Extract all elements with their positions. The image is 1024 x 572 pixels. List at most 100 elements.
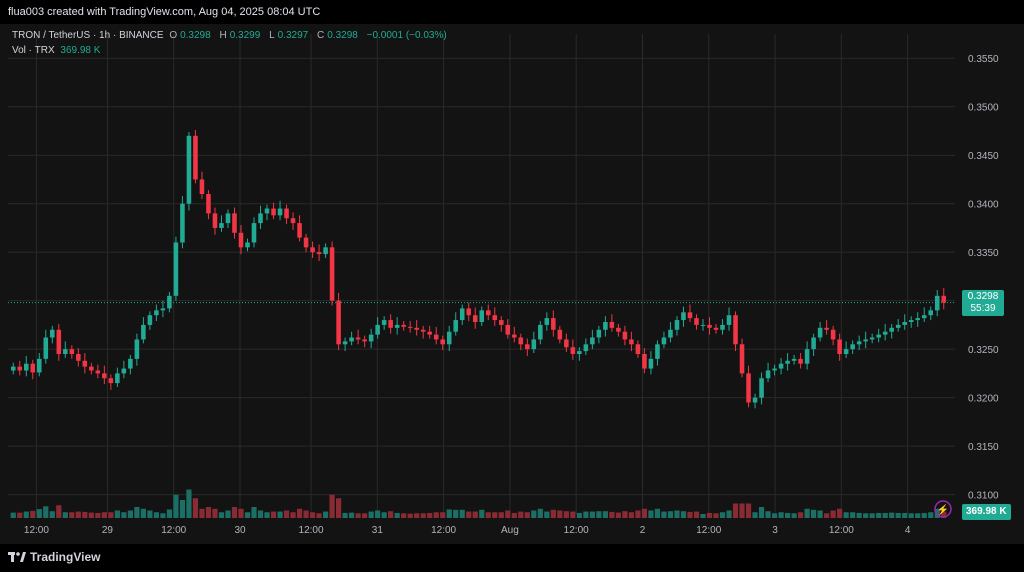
candle-body: [453, 320, 459, 332]
candle-body: [368, 334, 374, 342]
volume-line: Vol · TRX 369.98 K: [12, 43, 450, 58]
volume-label[interactable]: Vol · TRX: [12, 45, 55, 56]
volume-bar: [375, 510, 381, 518]
candle-body: [577, 351, 582, 354]
volume-bar: [472, 511, 478, 518]
volume-bar: [446, 509, 452, 518]
candle-body: [850, 344, 855, 350]
candle-body: [323, 247, 328, 255]
volume-bar: [921, 512, 927, 518]
volume-bar: [693, 511, 700, 518]
volume-bar: [518, 511, 524, 518]
candle-body: [661, 337, 667, 345]
candle-body: [160, 308, 166, 311]
volume-bar: [791, 513, 797, 518]
y-tick-label: 0.3150: [968, 442, 999, 453]
volume-bar: [602, 511, 608, 518]
candle-body: [69, 349, 75, 354]
high-label: H: [219, 30, 227, 41]
volume-bar: [531, 510, 537, 518]
volume-bar: [479, 509, 485, 518]
volume-bar: [622, 511, 628, 518]
candle-body: [277, 208, 283, 216]
volume-bar: [147, 510, 153, 518]
volume-bar: [596, 511, 602, 518]
volume-bar: [889, 512, 895, 518]
x-tick-label: 12:00: [564, 525, 589, 536]
candle-body: [349, 337, 354, 342]
candle-body: [785, 360, 790, 364]
candle-body: [310, 247, 315, 253]
candle-body: [518, 337, 524, 345]
volume-bar: [225, 510, 231, 518]
volume-bar: [908, 513, 914, 518]
candle-body: [863, 339, 868, 342]
candle-body: [37, 358, 42, 373]
volume-bar: [583, 511, 589, 518]
candle-body: [941, 295, 947, 303]
candle-body: [381, 320, 387, 325]
tradingview-logo[interactable]: TradingView: [8, 550, 100, 564]
volume-bar: [797, 512, 804, 518]
ohlc-line: TRON / TetherUS · 1h · BINANCE O 0.3298 H…: [12, 28, 450, 43]
x-tick-label: 12:00: [431, 525, 456, 536]
volume-bar: [440, 512, 446, 518]
volume-bar: [550, 509, 556, 518]
volume-bar: [771, 513, 778, 518]
candle-body: [889, 327, 894, 332]
volume-bar: [498, 512, 504, 518]
candle-body: [739, 344, 745, 374]
volume-bar: [153, 512, 160, 518]
candle-body: [245, 242, 250, 248]
candle-body: [908, 320, 914, 322]
volume-bar: [466, 511, 472, 518]
y-tick-label: 0.3550: [968, 54, 999, 65]
volume-bar: [134, 507, 140, 518]
volume-bar: [388, 511, 394, 518]
x-tick-label: 12:00: [829, 525, 854, 536]
volume-bar: [934, 508, 940, 518]
candle-body: [687, 312, 693, 319]
symbol-label[interactable]: TRON / TetherUS · 1h · BINANCE: [12, 30, 164, 41]
header-text: flua003 created with TradingView.com, Au…: [8, 6, 321, 18]
candle-body: [746, 373, 751, 403]
x-tick-label: 12:00: [696, 525, 721, 536]
candle-body: [232, 213, 237, 233]
candle-body: [316, 252, 322, 255]
volume-bar: [524, 512, 530, 518]
volume-bar: [30, 510, 36, 518]
chart-frame[interactable]: 0.35500.35000.34500.34000.33500.33000.32…: [0, 24, 1024, 544]
candle-body: [882, 331, 888, 335]
candle-body: [329, 247, 335, 301]
close-value: 0.3298: [327, 30, 358, 41]
candlestick-chart[interactable]: 0.35500.35000.34500.34000.33500.33000.32…: [0, 24, 1024, 544]
volume-bar: [850, 512, 856, 518]
candle-body: [642, 354, 647, 369]
candle-body: [362, 339, 367, 342]
volume-bar: [485, 512, 491, 518]
footer: TradingView: [0, 544, 1024, 572]
candle-body: [603, 322, 608, 330]
volume-bar: [648, 510, 654, 518]
volume-bar: [218, 512, 225, 518]
volume-bar: [270, 511, 277, 518]
y-tick-label: 0.3350: [968, 248, 999, 259]
candle-body: [856, 341, 862, 345]
volume-bar: [231, 507, 238, 518]
candle-body: [290, 218, 296, 224]
candle-body: [928, 310, 934, 316]
candle-body: [479, 310, 485, 322]
volume-bar: [82, 511, 88, 518]
candle-body: [674, 320, 680, 330]
candle-body: [817, 327, 823, 338]
volume-bar: [661, 511, 667, 518]
volume-bar: [10, 512, 16, 518]
candle-body: [264, 208, 270, 214]
close-label: C: [317, 30, 325, 41]
volume-bar: [778, 512, 784, 518]
candle-body: [622, 331, 628, 340]
volume-bar: [17, 512, 23, 518]
volume-bar: [615, 512, 622, 518]
volume-bar: [121, 512, 127, 518]
current-price-tag: 0.3298 55:39: [962, 290, 1004, 316]
